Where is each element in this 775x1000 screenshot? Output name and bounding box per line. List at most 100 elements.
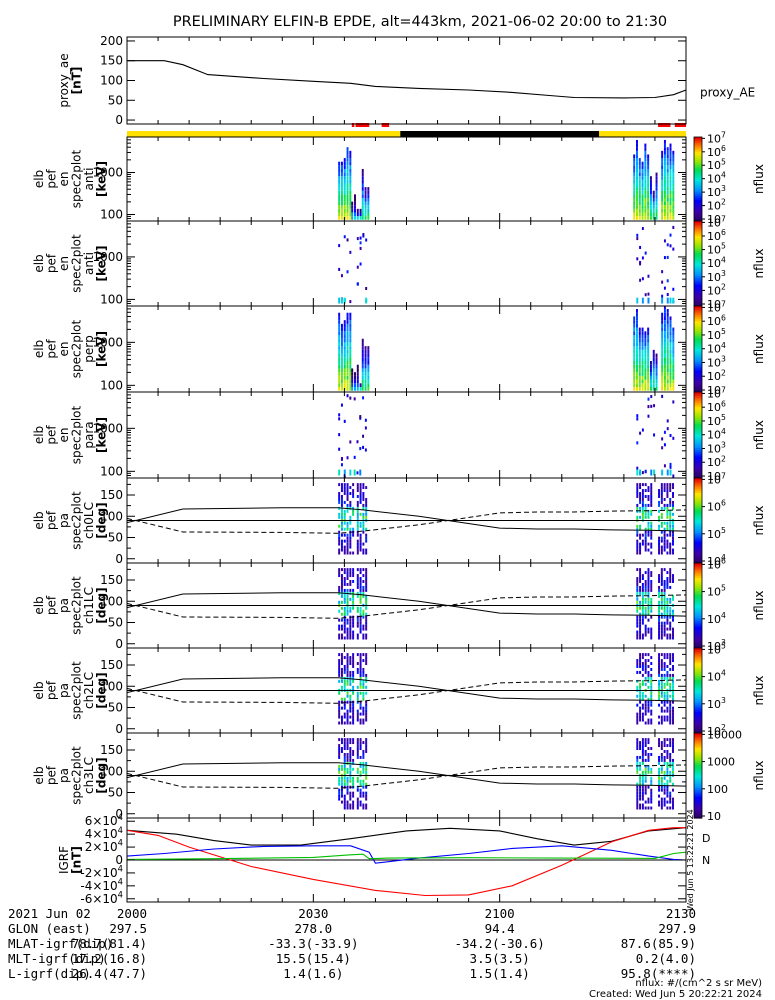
spectrogram-cell — [346, 536, 349, 540]
spectrogram-cell — [359, 208, 362, 213]
spectrogram-cell — [669, 800, 672, 804]
spectrogram-cell — [340, 577, 343, 580]
spectrogram-cell — [672, 750, 674, 753]
spectrogram-cell — [340, 718, 343, 722]
spectrogram-cell — [644, 600, 647, 604]
spectrogram-cell — [338, 797, 341, 801]
spectrogram-cell — [346, 168, 349, 173]
spectrogram-cell — [647, 349, 650, 354]
spectrogram-cell — [644, 633, 647, 637]
spectrogram-cell — [641, 375, 644, 380]
spectrogram-cell — [362, 709, 365, 713]
colorbar-segment — [694, 794, 702, 798]
spectrogram-cell — [338, 600, 341, 604]
spectrogram-cell — [666, 679, 669, 683]
colorbar-segment — [694, 231, 702, 235]
spectrogram-cell — [641, 331, 644, 336]
spectrogram-cell — [365, 515, 368, 519]
colorbar-segment — [694, 398, 702, 402]
spectrogram-cell — [636, 530, 639, 534]
spectrogram-cell — [359, 495, 362, 498]
spectrogram-cell — [638, 353, 641, 358]
spectrogram-cell — [636, 533, 639, 537]
spectrogram-cell — [658, 691, 661, 695]
spectrogram-cell — [349, 621, 352, 625]
spectrogram-cell — [658, 585, 661, 589]
spectrogram-cell — [338, 624, 341, 628]
colorbar-tick-label: 105 — [707, 327, 726, 342]
spectrogram-cell — [658, 609, 661, 613]
spectrogram-cell — [636, 747, 639, 750]
spectrogram-cell — [663, 594, 666, 598]
spectrogram-cell — [364, 346, 367, 350]
spectrogram-cell — [647, 292, 650, 296]
spectrogram-cell — [644, 624, 647, 628]
spectrogram-cell — [362, 568, 365, 572]
spectrogram-cell — [356, 503, 359, 507]
spectrogram-cell — [343, 361, 346, 365]
spectrogram-cell — [633, 176, 636, 180]
spectrogram-cell — [343, 636, 346, 640]
spectrogram-cell — [340, 483, 343, 487]
spectrogram-cell — [641, 471, 644, 475]
spectrogram-cell — [650, 630, 653, 634]
spectrogram-cell — [361, 349, 364, 354]
spectrogram-cell — [666, 694, 669, 698]
spectrogram-cell — [365, 618, 368, 622]
spectrogram-cell — [343, 712, 346, 716]
spectrogram-cell — [362, 486, 365, 490]
spectrogram-cell — [641, 782, 644, 786]
spectrogram-cell — [349, 361, 352, 365]
spectrogram-cell — [365, 718, 368, 722]
spectrogram-cell — [647, 718, 650, 722]
spectrogram-cell — [338, 183, 341, 188]
spectrogram-cell — [343, 368, 346, 373]
spectrogram-cell — [672, 715, 674, 719]
spectrogram-cell — [636, 568, 639, 572]
spectrogram-cell — [636, 662, 639, 665]
spectrogram-cell — [362, 718, 365, 722]
spectrogram-cell — [644, 168, 647, 173]
spectrogram-cell — [661, 342, 664, 347]
spectrogram-cell — [647, 353, 650, 358]
spectrogram-cell — [340, 386, 343, 391]
spectrogram-cell — [647, 527, 650, 531]
spectrogram-cell — [343, 803, 346, 807]
time-axis-row-label: L-igrf(dip) — [8, 966, 91, 981]
spectrogram-cell — [647, 208, 650, 213]
spectrogram-cell — [666, 361, 669, 365]
spectrogram-cell — [647, 800, 650, 804]
spectrogram-cell — [364, 190, 367, 195]
y-tick-label: 100 — [100, 207, 123, 221]
spectrogram-cell — [663, 582, 666, 586]
spectrogram-cell — [669, 183, 672, 188]
spectrogram-cell — [349, 396, 352, 400]
spectrogram-cell — [669, 606, 672, 610]
spectrogram-cell — [663, 624, 666, 628]
spectrogram-cell — [669, 489, 672, 493]
spectrogram-cell — [660, 606, 663, 610]
colorbar-segment — [694, 407, 702, 410]
spectrogram-cell — [660, 718, 663, 722]
spectrogram-cell — [367, 386, 370, 391]
spectrogram-cell — [367, 357, 370, 362]
spectrogram-cell — [647, 327, 650, 332]
colorbar-segment — [694, 450, 702, 453]
y-axis-label: [keV] — [94, 245, 108, 281]
spectrogram-cell — [669, 585, 672, 589]
spectrogram-cell — [644, 582, 647, 586]
spectrogram-cell — [356, 530, 359, 534]
spectrogram-cell — [652, 386, 655, 391]
spectrogram-cell — [666, 179, 669, 184]
spectrogram-cell — [346, 755, 349, 759]
spectrogram-cell — [346, 606, 349, 610]
spectrogram-cell — [660, 495, 663, 498]
spectrogram-cell — [365, 673, 368, 677]
spectrogram-cell — [672, 770, 674, 774]
spectrogram-cell — [362, 767, 365, 771]
spectrogram-cell — [639, 600, 642, 604]
spectrogram-cell — [340, 794, 343, 798]
spectrogram-cell — [649, 197, 652, 202]
spectrogram-cell — [636, 624, 639, 628]
spectrogram-cell — [649, 386, 652, 391]
